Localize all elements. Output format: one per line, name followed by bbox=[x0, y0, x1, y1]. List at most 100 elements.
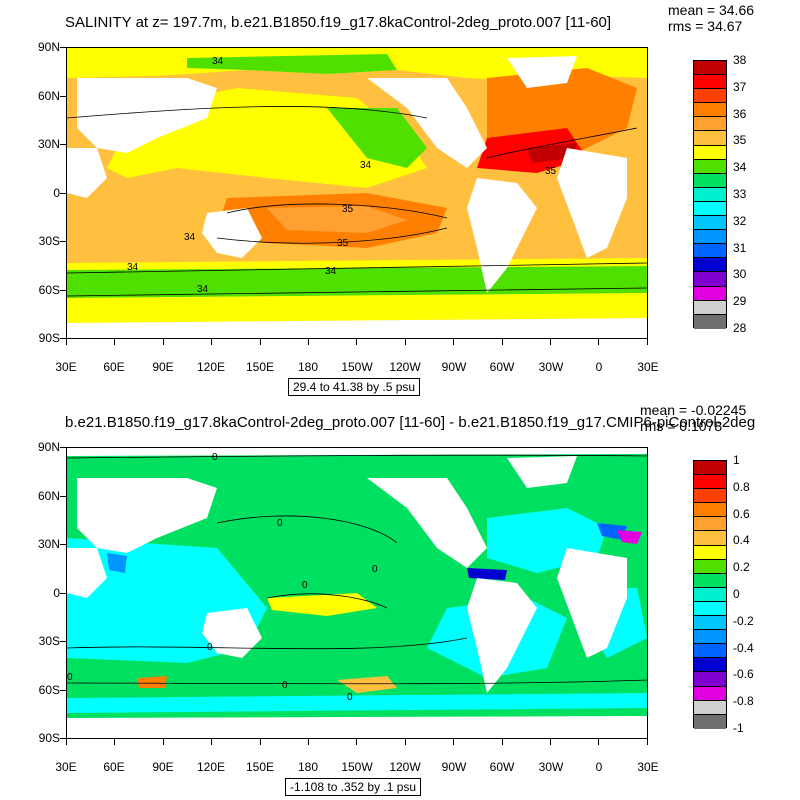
top-y-tick-label: 60N bbox=[37, 89, 60, 103]
colorbar-segment bbox=[694, 686, 726, 701]
colorbar-segment bbox=[694, 531, 726, 546]
bottom-y-tick-label: 90S bbox=[38, 731, 60, 745]
colorbar-segment bbox=[694, 300, 726, 315]
y-tick-mark bbox=[60, 592, 66, 594]
colorbar-segment bbox=[694, 503, 726, 518]
colorbar-label: 34 bbox=[733, 160, 747, 175]
colorbar-segment bbox=[694, 314, 726, 329]
colorbar-label: 36 bbox=[733, 106, 747, 121]
top-range-label: 29.4 to 41.38 by .5 psu bbox=[288, 378, 421, 396]
x-tick-mark bbox=[211, 339, 213, 345]
colorbar-segment bbox=[694, 475, 726, 490]
top-contour-label: 34 bbox=[325, 266, 337, 277]
top-contour-label: 35 bbox=[342, 204, 354, 215]
bottom-mean-label: mean = -0.02245 bbox=[640, 402, 747, 418]
bottom-contour-label: 0 bbox=[207, 642, 213, 653]
top-x-tick-label: 60E bbox=[103, 360, 125, 374]
x-tick-mark bbox=[598, 339, 600, 345]
bottom-map: 0 0 0 0 0 0 0 0 bbox=[66, 447, 648, 739]
colorbar-segment bbox=[694, 461, 726, 476]
top-contour-label: 34 bbox=[197, 284, 209, 295]
x-tick-mark bbox=[66, 739, 67, 745]
colorbar-segment bbox=[694, 517, 726, 532]
bottom-range-label: -1.108 to .352 by .1 psu bbox=[285, 778, 422, 796]
bottom-x-tick-label: 60W bbox=[489, 760, 515, 774]
top-mean-label: mean = 34.66 bbox=[668, 2, 755, 18]
colorbar-segment bbox=[694, 258, 726, 273]
colorbar-segment bbox=[694, 658, 726, 673]
x-tick-mark bbox=[356, 339, 358, 345]
top-x-tick-label: 180 bbox=[297, 360, 319, 374]
x-tick-mark bbox=[308, 339, 309, 345]
top-x-tick-label: 30E bbox=[55, 360, 77, 374]
bottom-y-tick-label: 90N bbox=[37, 440, 60, 454]
colorbar-segment bbox=[694, 559, 726, 574]
bottom-contour-label: 0 bbox=[212, 452, 218, 463]
colorbar-label: 30 bbox=[733, 267, 747, 282]
top-contour-label: 34 bbox=[127, 262, 139, 273]
x-tick-mark bbox=[550, 339, 551, 345]
x-tick-mark bbox=[453, 739, 455, 745]
x-tick-mark bbox=[598, 739, 600, 745]
top-x-tick-label: 120E bbox=[196, 360, 226, 374]
y-tick-mark bbox=[60, 289, 66, 291]
top-y-tick-label: 90N bbox=[37, 40, 60, 54]
colorbar-label: -0.2 bbox=[733, 613, 754, 628]
top-x-tick-label: 30E bbox=[637, 360, 659, 374]
colorbar-segment bbox=[694, 244, 726, 259]
x-tick-mark bbox=[114, 339, 116, 345]
colorbar-label: 37 bbox=[733, 79, 747, 94]
top-y-tick-label: 60S bbox=[38, 283, 60, 297]
colorbar-segment bbox=[694, 117, 726, 132]
top-x-tick-label: 60W bbox=[489, 360, 515, 374]
top-contour-label: 35 bbox=[545, 166, 557, 177]
x-tick-mark bbox=[66, 339, 67, 345]
colorbar-label: 29 bbox=[733, 294, 747, 309]
y-tick-mark bbox=[60, 192, 66, 194]
colorbar-segment bbox=[694, 714, 726, 729]
bottom-rms-label: rms = 0.1078 bbox=[640, 418, 723, 434]
colorbar-segment bbox=[694, 630, 726, 645]
x-tick-mark bbox=[162, 739, 164, 745]
y-tick-mark bbox=[60, 689, 66, 691]
x-tick-mark bbox=[646, 339, 648, 345]
colorbar-segment bbox=[694, 145, 726, 160]
bottom-x-tick-label: 180 bbox=[297, 760, 319, 774]
bottom-x-tick-label: 120W bbox=[389, 760, 421, 774]
top-x-tick-label: 150W bbox=[341, 360, 373, 374]
x-tick-mark bbox=[259, 339, 261, 345]
top-y-tick-label: 90S bbox=[38, 331, 60, 345]
bottom-y-tick-label: 30S bbox=[38, 634, 60, 648]
colorbar-segment bbox=[694, 173, 726, 188]
top-contour-label: 34 bbox=[184, 232, 196, 243]
top-x-tick-label: 90W bbox=[441, 360, 467, 374]
colorbar-segment bbox=[694, 644, 726, 659]
x-tick-mark bbox=[501, 339, 503, 345]
colorbar-label: -0.4 bbox=[733, 640, 754, 655]
colorbar-segment bbox=[694, 89, 726, 104]
colorbar-segment bbox=[694, 216, 726, 231]
y-tick-mark bbox=[60, 241, 66, 242]
bottom-contour-label: 0 bbox=[347, 692, 353, 703]
y-tick-mark bbox=[60, 47, 66, 48]
colorbar-segment bbox=[694, 616, 726, 631]
bottom-x-tick-label: 90W bbox=[441, 760, 467, 774]
bottom-x-tick-label: 150W bbox=[341, 760, 373, 774]
top-y-tick-label: 0 bbox=[53, 186, 60, 200]
x-tick-mark bbox=[404, 739, 406, 745]
x-tick-mark bbox=[308, 739, 309, 745]
bottom-contour-label: 0 bbox=[302, 580, 308, 591]
bottom-panel-title: b.e21.B1850.f19_g17.8kaControl-2deg_prot… bbox=[65, 414, 756, 431]
x-tick-mark bbox=[453, 339, 455, 345]
colorbar-segment bbox=[694, 545, 726, 560]
y-tick-mark bbox=[60, 144, 66, 145]
colorbar-label: -0.6 bbox=[733, 667, 754, 682]
bottom-x-tick-label: 120E bbox=[196, 760, 226, 774]
colorbar-segment bbox=[694, 230, 726, 245]
bottom-y-tick-label: 30N bbox=[37, 537, 60, 551]
top-map: 34 34 35 35 35 34 34 34 34 bbox=[66, 47, 648, 339]
top-x-tick-label: 0 bbox=[595, 360, 603, 374]
colorbar-segment bbox=[694, 75, 726, 90]
colorbar-segment bbox=[694, 672, 726, 687]
y-tick-mark bbox=[60, 544, 66, 545]
